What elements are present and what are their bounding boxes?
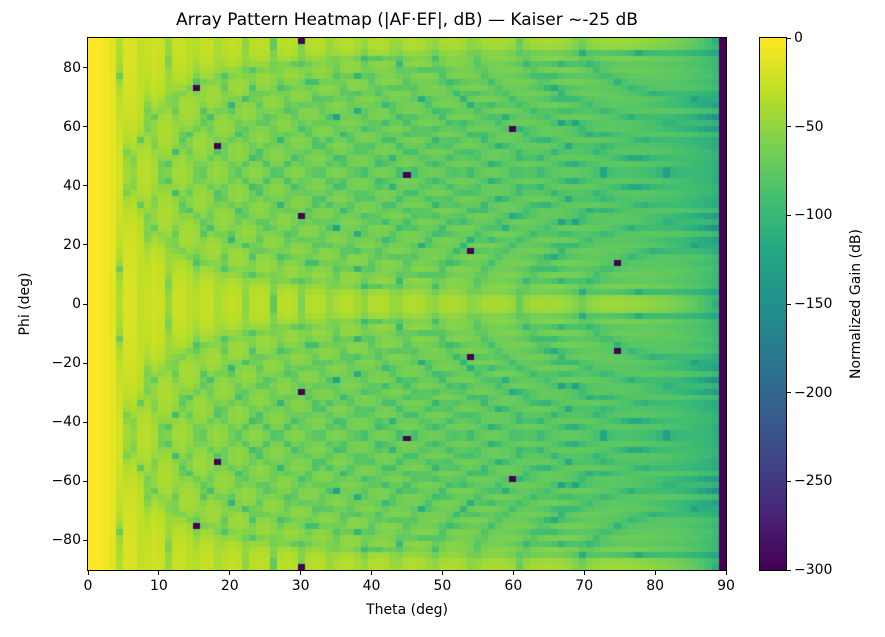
colorbar-label: Normalized Gain (dB) (848, 229, 864, 379)
colorbar-tick (787, 303, 791, 305)
y-tick (83, 185, 87, 187)
y-tick-label: −60 (51, 473, 81, 490)
x-tick-label: 90 (717, 578, 735, 594)
colorbar-gradient (760, 38, 786, 570)
x-tick (725, 571, 727, 575)
colorbar-tick (787, 126, 791, 128)
x-tick-label: 80 (646, 578, 665, 594)
x-tick-label: 30 (291, 578, 310, 594)
colorbar-tick-label: −250 (794, 473, 833, 490)
y-tick-label: −80 (51, 532, 81, 549)
y-tick (83, 244, 87, 246)
y-tick-label: 60 (63, 118, 81, 135)
x-tick (583, 571, 585, 575)
x-tick-label: 40 (362, 578, 381, 594)
x-tick (87, 571, 89, 575)
y-tick-label: 20 (63, 236, 81, 253)
x-tick-label: 20 (220, 578, 239, 594)
x-tick (229, 571, 231, 575)
colorbar-tick-label: −50 (794, 118, 824, 135)
y-tick (83, 67, 87, 69)
y-tick (83, 480, 87, 482)
heatmap-image (88, 38, 726, 570)
colorbar-tick-label: −150 (794, 296, 833, 312)
y-tick (83, 303, 87, 305)
colorbar-tick (787, 480, 791, 482)
x-tick-label: 70 (575, 578, 594, 594)
x-tick (441, 571, 443, 575)
x-tick-label: 0 (83, 578, 93, 594)
y-tick-label: 0 (72, 296, 81, 312)
x-tick (300, 571, 302, 575)
chart-title: Array Pattern Heatmap (|AF·EF|, dB) — Ka… (176, 10, 638, 30)
x-tick (654, 571, 656, 575)
x-tick (512, 571, 514, 575)
colorbar-tick-label: −300 (794, 562, 833, 578)
y-tick-label: 40 (63, 177, 81, 194)
x-tick (158, 571, 160, 575)
y-axis-label: Phi (deg) (17, 272, 33, 336)
x-tick (371, 571, 373, 575)
x-tick-label: 10 (149, 578, 168, 594)
y-tick (83, 126, 87, 128)
colorbar-tick (787, 214, 791, 216)
x-tick-label: 50 (433, 578, 452, 594)
y-tick-label: 80 (63, 59, 81, 76)
colorbar-tick (787, 37, 791, 39)
colorbar-tick (787, 392, 791, 394)
y-tick (83, 362, 87, 364)
y-tick-label: −40 (51, 414, 81, 431)
x-tick-label: 60 (504, 578, 523, 594)
y-tick (83, 539, 87, 541)
colorbar-tick-label: −200 (794, 384, 833, 401)
x-axis-label: Theta (deg) (366, 602, 448, 618)
y-tick-label: −20 (51, 355, 81, 372)
y-tick (83, 421, 87, 423)
colorbar-tick-label: 0 (794, 30, 803, 46)
colorbar-tick-label: −100 (794, 207, 833, 224)
colorbar-tick (787, 569, 791, 571)
